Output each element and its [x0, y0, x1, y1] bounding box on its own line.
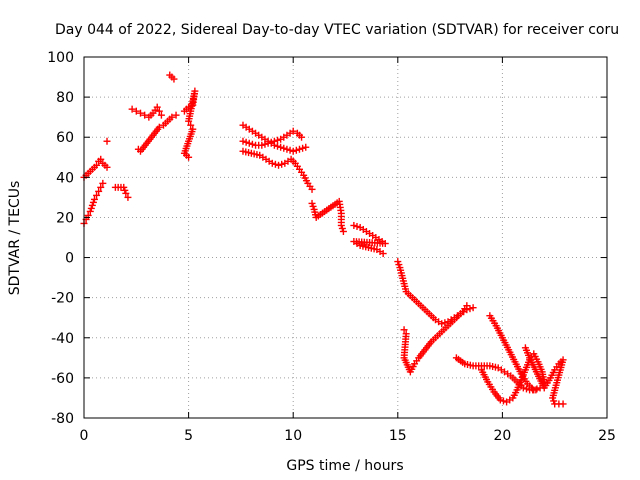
- data-point: [463, 302, 471, 310]
- data-point: [136, 109, 144, 117]
- data-point: [270, 137, 278, 145]
- y-tick-label: 40: [56, 170, 74, 186]
- y-tick-label: -20: [51, 291, 74, 307]
- data-point: [103, 163, 111, 171]
- data-point-interp: [499, 397, 507, 405]
- x-tick-label: 10: [284, 428, 302, 444]
- data-point: [302, 143, 310, 151]
- data-point: [239, 137, 247, 145]
- grid: [84, 57, 607, 418]
- y-axis-label: SDTVAR / TECUs: [7, 181, 23, 296]
- data-point: [283, 145, 291, 153]
- y-tick-label: 80: [56, 90, 74, 106]
- data-point: [559, 400, 567, 408]
- data-point: [308, 185, 316, 193]
- data-point: [132, 107, 140, 115]
- data-points: [80, 71, 567, 408]
- data-point-interp: [353, 222, 361, 230]
- data-point: [168, 113, 176, 121]
- data-point: [172, 111, 180, 119]
- data-point: [95, 187, 103, 195]
- data-point: [185, 153, 193, 161]
- data-point: [93, 161, 101, 169]
- x-tick-label: 20: [493, 428, 511, 444]
- data-point: [170, 75, 178, 83]
- data-point: [258, 141, 266, 149]
- data-point: [185, 117, 193, 125]
- data-point: [295, 145, 303, 153]
- data-point-interp: [274, 136, 282, 144]
- y-tick-label: 100: [47, 50, 74, 66]
- y-tick-label: -60: [51, 371, 74, 387]
- y-tick-label: -80: [51, 411, 74, 427]
- data-point: [400, 326, 408, 334]
- data-point: [268, 159, 276, 167]
- data-point: [155, 107, 163, 115]
- data-point-interp: [292, 146, 300, 154]
- data-point-interp: [242, 138, 250, 146]
- y-tick-label: 60: [56, 130, 74, 146]
- x-tick-label: 25: [598, 428, 616, 444]
- data-point: [141, 111, 149, 119]
- data-point: [122, 189, 130, 197]
- data-point: [289, 127, 297, 135]
- data-point-interp: [299, 144, 307, 152]
- data-point-interp: [280, 144, 288, 152]
- data-point: [275, 161, 283, 169]
- x-axis-label: GPS time / hours: [286, 458, 403, 474]
- data-point: [350, 221, 358, 229]
- data-point: [245, 139, 253, 147]
- data-point: [97, 183, 105, 191]
- data-point: [289, 147, 297, 155]
- data-point: [99, 179, 107, 187]
- data-point: [469, 304, 477, 312]
- y-tick-labels: -80 -60 -40 -20 0 20 40 60 80 100: [47, 50, 74, 427]
- axis-ticks: [83, 56, 608, 419]
- data-point: [187, 121, 195, 129]
- data-point-interp: [274, 142, 282, 150]
- data-point-interp: [261, 140, 269, 148]
- data-point-interp: [278, 160, 286, 168]
- x-tick-labels: 0 5 10 15 20 25: [80, 428, 616, 444]
- data-point: [90, 195, 98, 203]
- data-point: [124, 193, 132, 201]
- data-point: [97, 155, 105, 163]
- data-point-interp: [271, 160, 279, 168]
- data-point: [496, 396, 504, 404]
- y-tick-label: 20: [56, 210, 74, 226]
- y-tick-label: 0: [65, 251, 74, 267]
- y-tick-label: -40: [51, 331, 74, 347]
- data-point: [277, 143, 285, 151]
- x-tick-label: 0: [80, 428, 89, 444]
- data-point: [379, 250, 387, 258]
- x-tick-label: 15: [389, 428, 407, 444]
- data-point-interp: [533, 385, 541, 393]
- data-point: [93, 191, 101, 199]
- data-point-interp: [286, 146, 294, 154]
- data-point: [530, 386, 538, 394]
- plot-frame: [83, 56, 608, 419]
- data-point: [155, 123, 163, 131]
- data-point: [157, 111, 165, 119]
- x-tick-label: 5: [184, 428, 193, 444]
- data-point: [128, 105, 136, 113]
- data-point-interp: [267, 138, 275, 146]
- data-point: [339, 227, 347, 235]
- data-point: [153, 103, 161, 111]
- chart-title: Day 044 of 2022, Sidereal Day-to-day VTE…: [55, 22, 619, 38]
- data-point: [103, 137, 111, 145]
- data-point: [264, 139, 272, 147]
- data-point-interp: [248, 140, 256, 148]
- data-point: [298, 133, 306, 141]
- data-point: [438, 320, 446, 328]
